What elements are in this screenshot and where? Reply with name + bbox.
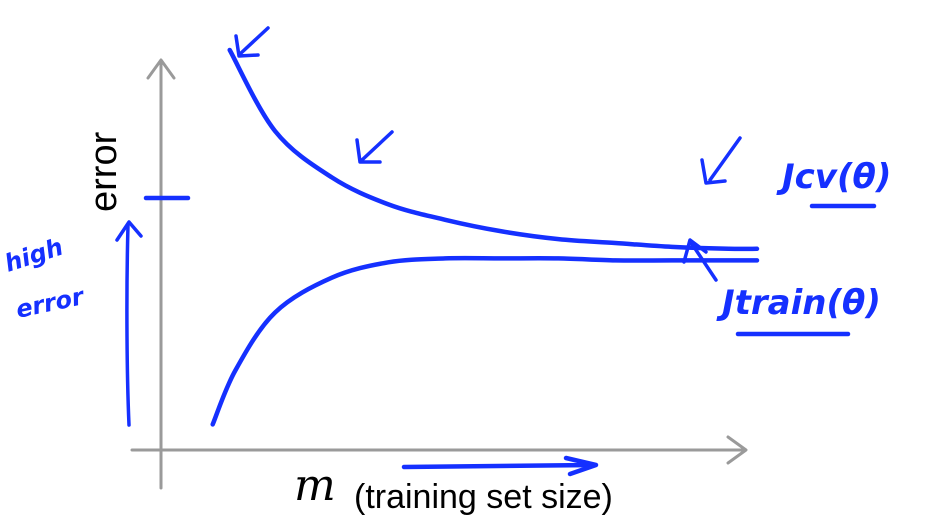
high-error-note-line2: error bbox=[13, 282, 88, 324]
axes bbox=[130, 58, 748, 490]
x-axis-arrowhead bbox=[726, 435, 748, 465]
jtrain-label: Jtrain(θ) bbox=[716, 283, 881, 323]
high-error-arrow bbox=[125, 223, 131, 427]
x-increase-arrow bbox=[401, 462, 597, 470]
high-error-note-line1: high bbox=[1, 233, 66, 278]
jcv-label: Jcv(θ) bbox=[776, 157, 891, 197]
y-axis-arrowhead bbox=[146, 58, 176, 80]
x-axis-label: (training set size) bbox=[354, 478, 613, 516]
x-increase-arrowhead bbox=[563, 455, 599, 477]
x-axis-symbol: m bbox=[294, 460, 336, 511]
high-error-arrowhead bbox=[115, 220, 143, 242]
arrow-start-cv bbox=[234, 26, 270, 58]
arrow-end-cv bbox=[700, 136, 742, 185]
y-axis-label: error bbox=[83, 131, 125, 212]
arrow-mid-cv bbox=[355, 130, 394, 164]
series-layer bbox=[210, 47, 760, 427]
annotations: high error Jcv(θ) Jtrain(θ) bbox=[1, 26, 891, 477]
series-line-jcv bbox=[227, 47, 760, 252]
series-line-jtrain bbox=[210, 255, 760, 427]
arrow-train bbox=[682, 238, 718, 282]
